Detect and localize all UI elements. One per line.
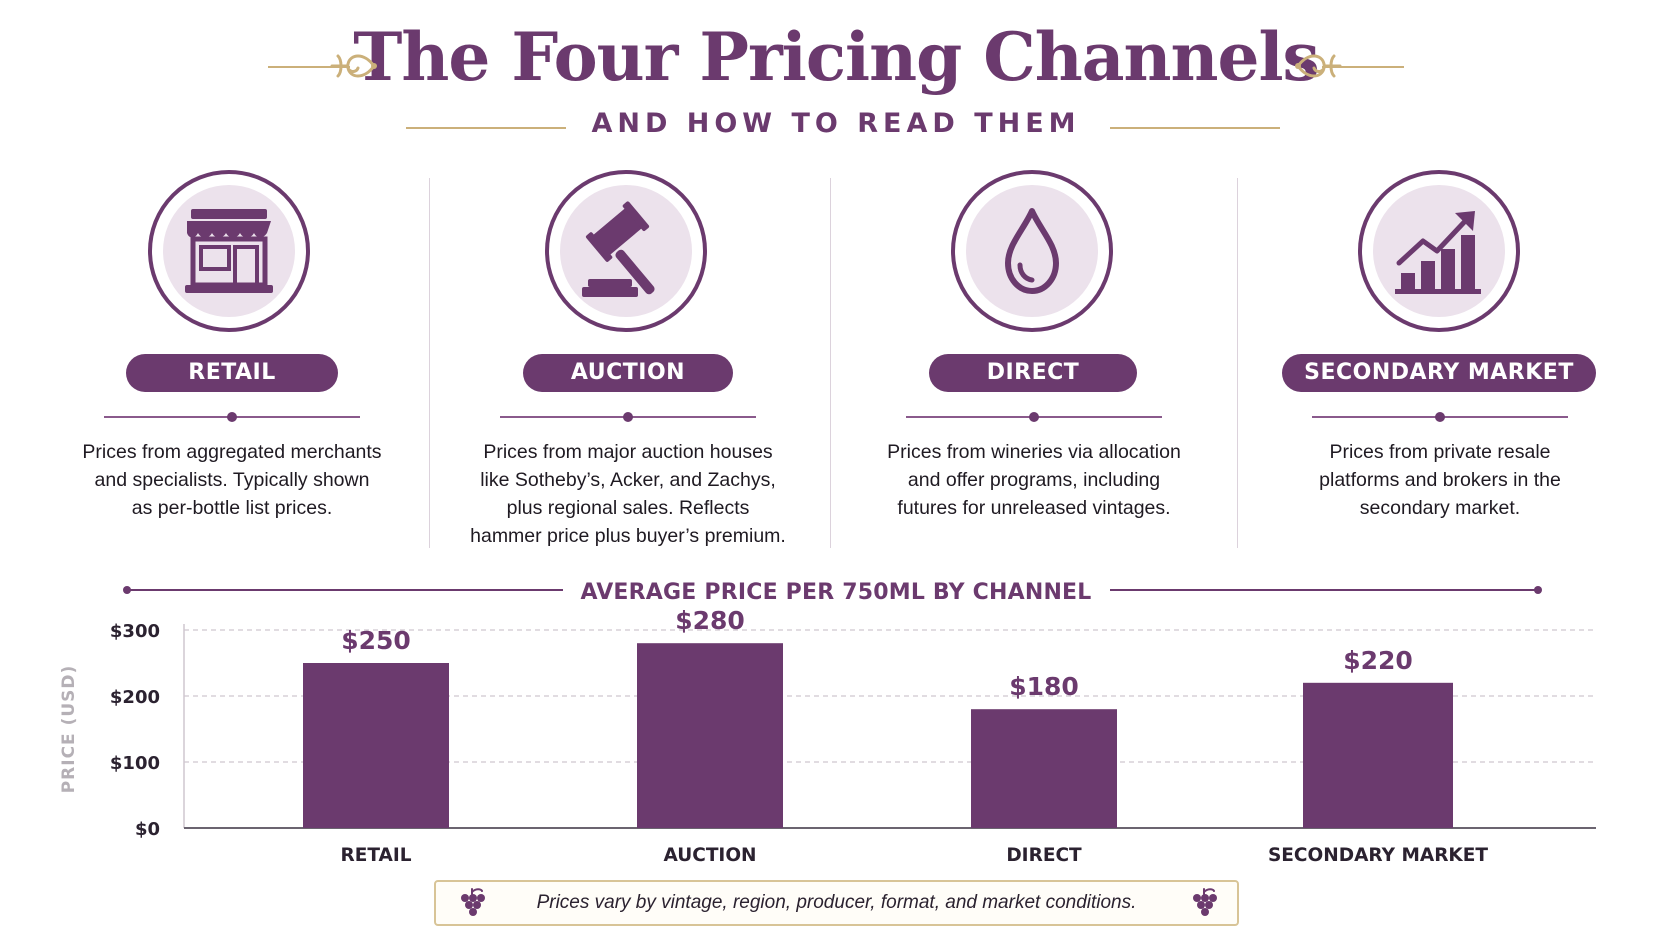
channel-description-direct: Prices from wineries via allocation and … [842,438,1226,522]
description-line: Prices from private resale [1329,441,1551,463]
y-tick-label: $0 [135,819,160,840]
channel-description-auction: Prices from major auction houses like So… [440,438,816,550]
description-line: futures for unreleased vintages. [897,497,1171,519]
pill-rule-dot [227,412,237,422]
chart-title-rule-dot [1534,586,1542,594]
storefront-icon [185,209,273,293]
channel-retail [148,170,310,332]
y-axis-label: PRICE (USD) [59,665,79,794]
page-subtitle: AND HOW TO READ THEM [591,108,1081,139]
direct-icon-circle [951,170,1113,332]
column-divider [429,178,430,548]
x-tick-label: DIRECT [1006,845,1082,866]
chart-title-rule-right [1110,589,1538,591]
description-line: like Sotheby’s, Acker, and Zachys, [480,469,776,491]
pill-rule-dot [623,412,633,422]
footer-note-box [434,880,1239,926]
footer-note: Prices vary by vintage, region, producer… [536,892,1137,913]
channel-description-retail: Prices from aggregated merchants and spe… [40,438,424,522]
description-line: and offer programs, including [907,469,1161,491]
description-line: hammer price plus buyer’s premium. [470,525,786,547]
secondary-market-icon-circle [1358,170,1520,332]
channel-label-retail: RETAIL [126,354,338,392]
description-line: platforms and brokers in the [1319,469,1561,491]
chart-title: AVERAGE PRICE PER 750ML BY CHANNEL [580,580,1092,605]
gavel-icon [582,201,655,297]
growth-chart-icon [1395,211,1481,294]
bar-value-label: $250 [341,626,411,655]
bar [1303,682,1453,828]
auction-icon-circle [545,170,707,332]
channel-auction [545,170,707,332]
y-tick-label: $200 [110,687,160,708]
bar-value-label: $280 [675,606,745,635]
subtitle-rule-right [1110,127,1280,129]
description-line: Prices from major auction houses [483,441,773,463]
column-divider [1237,178,1238,548]
flourish-right-icon [1295,54,1342,78]
title-rule-right [1322,66,1404,68]
title-rule-left [268,66,350,68]
description-line: Prices from wineries via allocation [887,441,1181,463]
grapes-icon [461,888,485,916]
description-line: secondary market. [1359,497,1521,519]
description-line: as per-bottle list prices. [131,497,333,519]
x-tick-label: RETAIL [340,845,411,866]
description-line: and specialists. Typically shown [94,469,370,491]
page-title: The Four Pricing Channels [353,18,1319,96]
pill-rule-dot [1435,412,1445,422]
subtitle-rule-left [406,127,566,129]
droplet-icon [1005,208,1059,294]
grapes-icon [1193,888,1217,916]
bar-value-label: $220 [1343,646,1413,675]
chart-title-rule-left [127,589,563,591]
bar-chart: $0 $100 $200 $300 PRICE (USD) $250 RETAIL $280 A… [59,606,1596,866]
channel-label-direct: DIRECT [929,354,1137,392]
flourish-left-icon [330,54,377,78]
y-tick-label: $300 [110,621,160,642]
x-tick-label: SECONDARY MARKET [1268,845,1488,866]
description-line: plus regional sales. Reflects [506,497,750,519]
channel-label-auction: AUCTION [523,354,733,392]
y-tick-label: $100 [110,753,160,774]
channel-description-secondary-market: Prices from private resale platforms and… [1250,438,1630,522]
channel-label-secondary-market: SECONDARY MARKET [1282,354,1596,392]
description-line: Prices from aggregated merchants [82,441,382,463]
channel-direct [951,170,1113,332]
x-tick-label: AUCTION [663,845,756,866]
channel-secondary-market [1358,170,1520,332]
bar [971,709,1117,828]
retail-icon-circle [148,170,310,332]
bar [637,643,783,828]
column-divider [830,178,831,548]
bar-value-label: $180 [1009,672,1079,701]
bar [303,663,449,828]
pill-rule-dot [1029,412,1039,422]
